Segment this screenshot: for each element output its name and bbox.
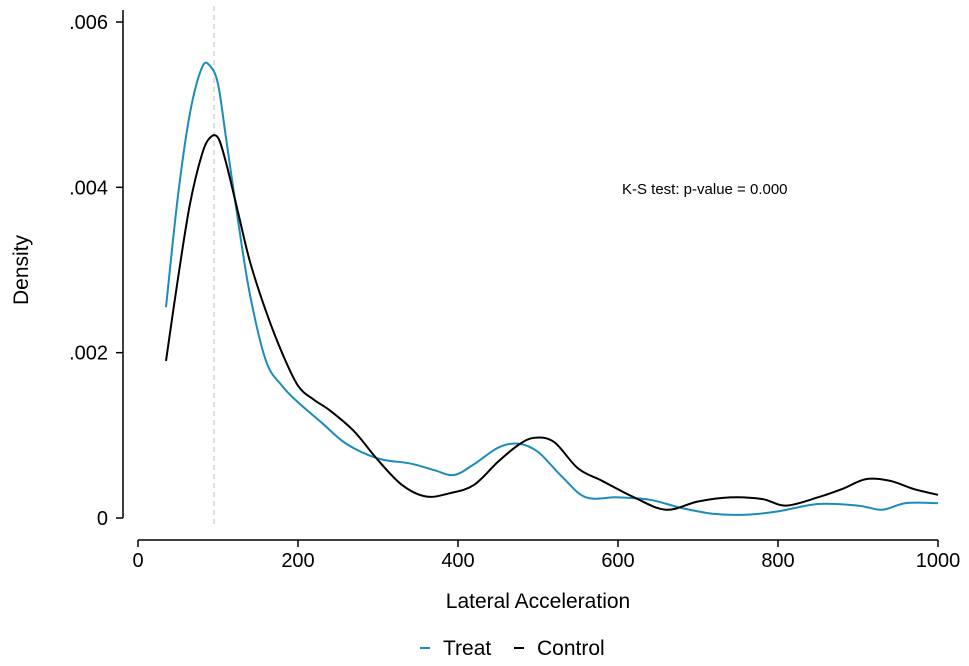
- x-tick-label: 800: [761, 550, 794, 572]
- plot-area: [165, 6, 939, 528]
- legend-item-treat: Treat: [420, 637, 491, 660]
- x-tick-label: 200: [281, 550, 314, 572]
- series-line-treat: [165, 61, 939, 516]
- axes: [122, 10, 938, 541]
- x-tick-label: 400: [441, 550, 474, 572]
- series-line-control: [165, 134, 939, 511]
- y-tick-label: 0: [97, 508, 108, 530]
- legend-item-control: Control: [514, 637, 605, 660]
- x-tick-label: 0: [132, 550, 143, 572]
- x-tick-label: 1000: [916, 550, 961, 572]
- x-tick-label: 600: [601, 550, 634, 572]
- ks-test-annotation: K-S test: p-value = 0.000: [622, 181, 788, 198]
- y-tick-label: .004: [69, 177, 108, 199]
- y-axis-title: Density: [10, 234, 33, 305]
- legend-label-treat: Treat: [443, 637, 491, 660]
- ticks: 0 200 400 600 800 1000 0 .002 .004 .006: [69, 12, 960, 572]
- legend-label-control: Control: [537, 637, 605, 660]
- x-axis-title: Lateral Acceleration: [446, 590, 630, 613]
- legend: Treat Control: [420, 637, 605, 660]
- y-tick-label: .006: [69, 12, 108, 34]
- y-tick-label: .002: [69, 343, 108, 365]
